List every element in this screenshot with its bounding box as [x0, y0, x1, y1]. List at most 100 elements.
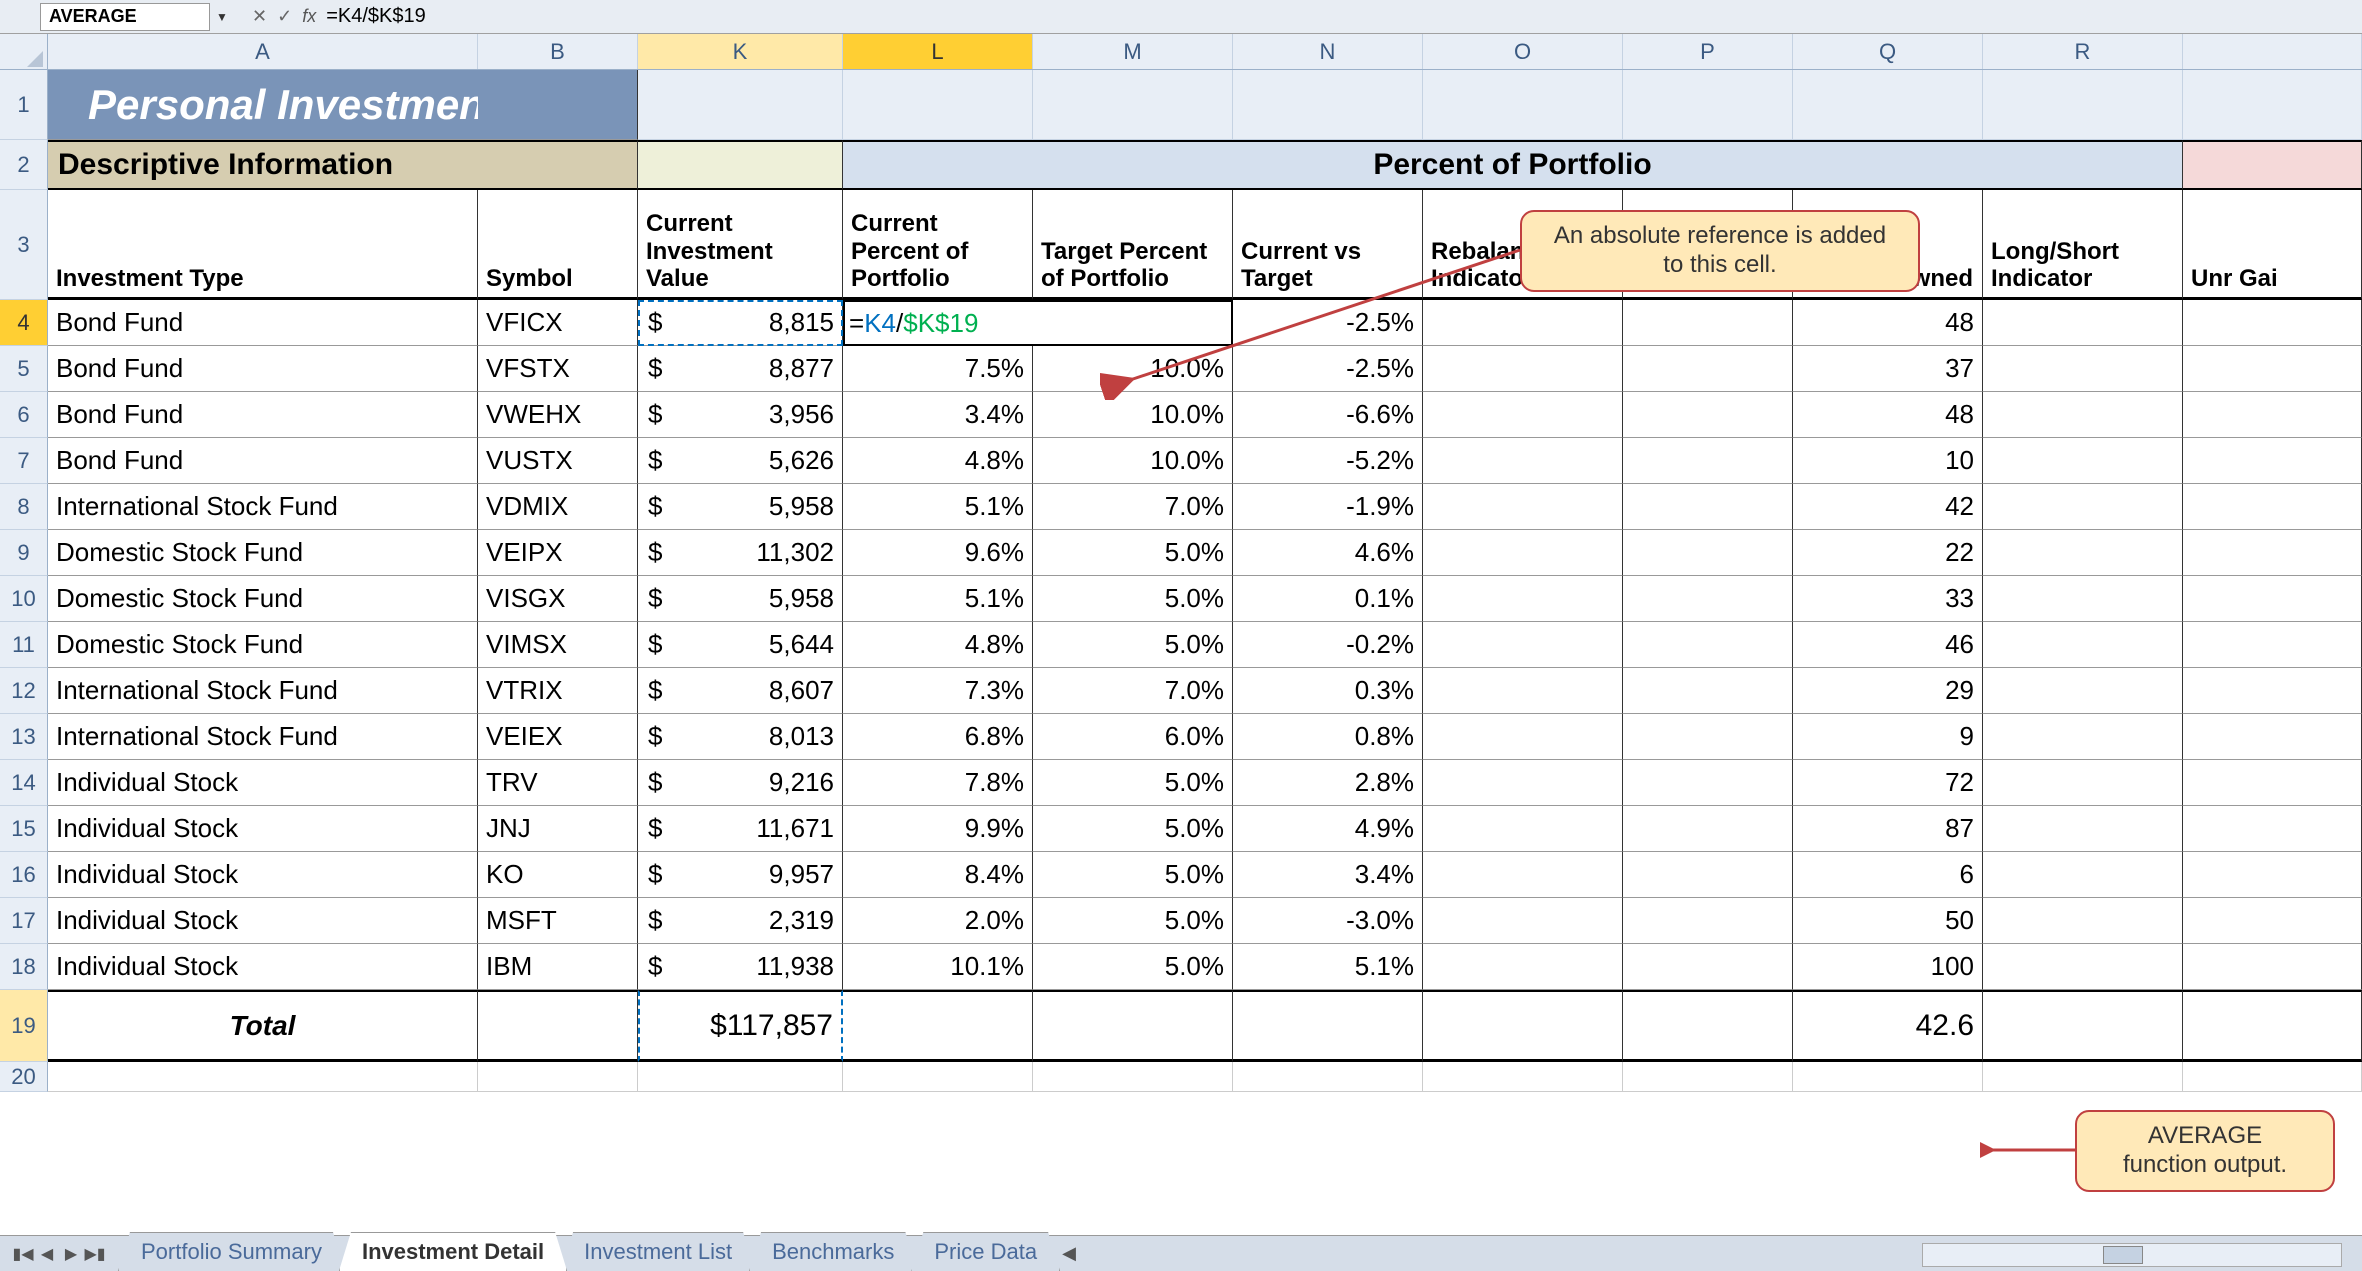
- cell-target-pct[interactable]: 7.0%: [1033, 484, 1233, 530]
- cell-months[interactable]: 48: [1793, 300, 1983, 346]
- col-header-o[interactable]: O: [1423, 34, 1623, 69]
- cell-value[interactable]: $8,013: [638, 714, 843, 760]
- cell-months[interactable]: 50: [1793, 898, 1983, 944]
- cell-long-short[interactable]: [1983, 576, 2183, 622]
- cell-target-pct[interactable]: 5.0%: [1033, 576, 1233, 622]
- cell-symbol[interactable]: VEIPX: [478, 530, 638, 576]
- cell-r1[interactable]: [1983, 70, 2183, 140]
- cell-p19[interactable]: [1623, 990, 1793, 1062]
- cell-a20[interactable]: [48, 1062, 478, 1092]
- cell-months[interactable]: 48: [1793, 392, 1983, 438]
- cell-target-pct[interactable]: 6.0%: [1033, 714, 1233, 760]
- cell-unrealized[interactable]: [2183, 852, 2362, 898]
- cell-rebalance[interactable]: [1423, 484, 1623, 530]
- cell-type[interactable]: Bond Fund: [48, 300, 478, 346]
- sheet-tab[interactable]: Investment List: [561, 1232, 755, 1271]
- cell-long-short[interactable]: [1983, 530, 2183, 576]
- cell-current-pct[interactable]: 7.3%: [843, 668, 1033, 714]
- cell-type[interactable]: Individual Stock: [48, 852, 478, 898]
- tab-last-icon[interactable]: ▶▮: [84, 1243, 106, 1265]
- cell-symbol[interactable]: TRV: [478, 760, 638, 806]
- row-header-13[interactable]: 13: [0, 714, 48, 760]
- cell-m1[interactable]: [1033, 70, 1233, 140]
- row-header-19[interactable]: 19: [0, 990, 48, 1062]
- cell-type[interactable]: Individual Stock: [48, 806, 478, 852]
- cell-vs-target[interactable]: 0.1%: [1233, 576, 1423, 622]
- cell-months[interactable]: 22: [1793, 530, 1983, 576]
- cell-symbol[interactable]: IBM: [478, 944, 638, 990]
- row-header-6[interactable]: 6: [0, 392, 48, 438]
- cell-type[interactable]: Individual Stock: [48, 898, 478, 944]
- row-header-2[interactable]: 2: [0, 140, 48, 190]
- horizontal-scrollbar[interactable]: [1922, 1243, 2342, 1267]
- row-header-10[interactable]: 10: [0, 576, 48, 622]
- scrollbar-thumb[interactable]: [2103, 1246, 2143, 1264]
- cell-vs-target[interactable]: 0.8%: [1233, 714, 1423, 760]
- cell-current-pct[interactable]: 7.8%: [843, 760, 1033, 806]
- cell-p1[interactable]: [1623, 70, 1793, 140]
- row-header-5[interactable]: 5: [0, 346, 48, 392]
- tab-scroll-icon[interactable]: ◀: [1062, 1243, 1076, 1264]
- title-cell[interactable]: Personal Investment: [48, 70, 478, 140]
- cell-long-short[interactable]: [1983, 714, 2183, 760]
- cell-rebalance[interactable]: [1423, 852, 1623, 898]
- cell-type[interactable]: Bond Fund: [48, 392, 478, 438]
- cell-unrealized[interactable]: [2183, 484, 2362, 530]
- sheet-tab[interactable]: Benchmarks: [749, 1232, 917, 1271]
- sheet-tab[interactable]: Price Data: [911, 1232, 1060, 1271]
- cell-long-short[interactable]: [1983, 760, 2183, 806]
- cell-buy-sell[interactable]: [1623, 852, 1793, 898]
- cell-months[interactable]: 9: [1793, 714, 1983, 760]
- col-header-a[interactable]: A: [48, 34, 478, 69]
- cell-s2[interactable]: [2183, 140, 2362, 190]
- cell-long-short[interactable]: [1983, 668, 2183, 714]
- cell-vs-target[interactable]: 5.1%: [1233, 944, 1423, 990]
- label-investment-type[interactable]: Investment Type: [48, 190, 478, 300]
- cell-unrealized[interactable]: [2183, 668, 2362, 714]
- cell-long-short[interactable]: [1983, 806, 2183, 852]
- total-q[interactable]: 42.6: [1793, 990, 1983, 1062]
- cell-unrealized[interactable]: [2183, 392, 2362, 438]
- row-header-12[interactable]: 12: [0, 668, 48, 714]
- cell-long-short[interactable]: [1983, 392, 2183, 438]
- cell-unrealized[interactable]: [2183, 898, 2362, 944]
- cell-long-short[interactable]: [1983, 852, 2183, 898]
- cell-rebalance[interactable]: [1423, 944, 1623, 990]
- cell-current-pct[interactable]: 4.8%: [843, 438, 1033, 484]
- cell-o20[interactable]: [1423, 1062, 1623, 1092]
- cell-months[interactable]: 72: [1793, 760, 1983, 806]
- cell-buy-sell[interactable]: [1623, 484, 1793, 530]
- cell-rebalance[interactable]: [1423, 806, 1623, 852]
- cell-buy-sell[interactable]: [1623, 392, 1793, 438]
- cell-type[interactable]: International Stock Fund: [48, 668, 478, 714]
- cell-buy-sell[interactable]: [1623, 714, 1793, 760]
- cell-rebalance[interactable]: [1423, 760, 1623, 806]
- cell-l19[interactable]: [843, 990, 1033, 1062]
- label-symbol[interactable]: Symbol: [478, 190, 638, 300]
- cell-unrealized[interactable]: [2183, 576, 2362, 622]
- cell-value[interactable]: $2,319: [638, 898, 843, 944]
- cell-current-pct[interactable]: 5.1%: [843, 576, 1033, 622]
- cancel-icon[interactable]: ✕: [252, 6, 267, 27]
- cell-unrealized[interactable]: [2183, 346, 2362, 392]
- select-all-corner[interactable]: [0, 34, 48, 69]
- cell-type[interactable]: Individual Stock: [48, 944, 478, 990]
- cell-buy-sell[interactable]: [1623, 760, 1793, 806]
- cell-value[interactable]: $3,956: [638, 392, 843, 438]
- row-header-11[interactable]: 11: [0, 622, 48, 668]
- cell-symbol[interactable]: VWEHX: [478, 392, 638, 438]
- cell-type[interactable]: International Stock Fund: [48, 484, 478, 530]
- row-header-3[interactable]: 3: [0, 190, 48, 300]
- cell-symbol[interactable]: VFSTX: [478, 346, 638, 392]
- cell-symbol[interactable]: VIMSX: [478, 622, 638, 668]
- name-box[interactable]: AVERAGE: [40, 3, 210, 31]
- cell-vs-target[interactable]: 4.9%: [1233, 806, 1423, 852]
- cell-long-short[interactable]: [1983, 484, 2183, 530]
- cell-k2[interactable]: [638, 140, 843, 190]
- cell-k1[interactable]: [638, 70, 843, 140]
- row-header-17[interactable]: 17: [0, 898, 48, 944]
- cell-m19[interactable]: [1033, 990, 1233, 1062]
- cell-target-pct[interactable]: 5.0%: [1033, 622, 1233, 668]
- cell-o1[interactable]: [1423, 70, 1623, 140]
- cell-o19[interactable]: [1423, 990, 1623, 1062]
